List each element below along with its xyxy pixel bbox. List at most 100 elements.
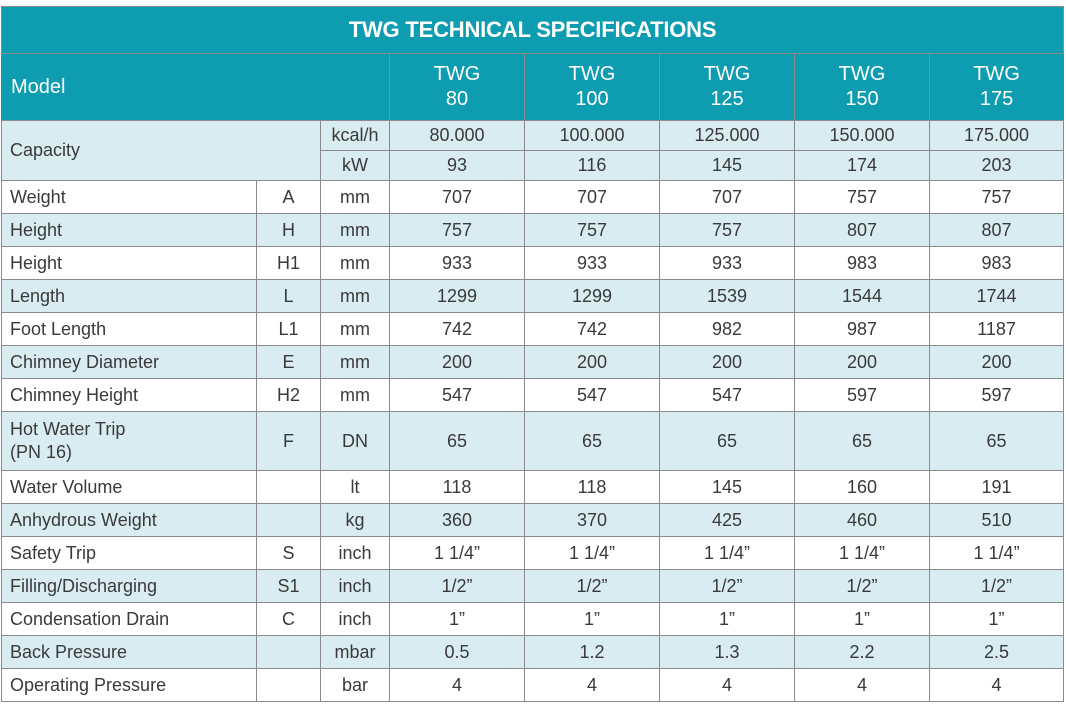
value-cell: 1/2” <box>389 569 525 603</box>
value-cell: 200 <box>794 345 930 379</box>
value-cell: 150.000 <box>794 120 930 151</box>
table-row: Anhydrous Weight kg 360 370 425 460 510 <box>1 503 1065 537</box>
value-cell: 65 <box>389 411 525 471</box>
value-cell: 4 <box>524 668 660 702</box>
capacity-label: Capacity <box>1 120 321 181</box>
table-row: Water Volume lt 118 118 145 160 191 <box>1 470 1065 504</box>
value-cell: 597 <box>794 378 930 412</box>
title-row: TWG TECHNICAL SPECIFICATIONS <box>0 6 1065 54</box>
unit-cell: mm <box>320 246 390 280</box>
value-cell: 1 1/4” <box>389 536 525 570</box>
value-cell: 4 <box>794 668 930 702</box>
table-row: Back Pressure mbar 0.5 1.2 1.3 2.2 2.5 <box>1 635 1065 669</box>
value-cell: 1 1/4” <box>524 536 660 570</box>
value-cell: 933 <box>524 246 660 280</box>
model-header-twg-125: TWG 125 <box>659 53 795 121</box>
value-cell: 742 <box>389 312 525 346</box>
value-cell: 1” <box>659 602 795 636</box>
value-cell: 1544 <box>794 279 930 313</box>
value-cell: 360 <box>389 503 525 537</box>
value-cell: 1 1/4” <box>928 536 1065 570</box>
capacity-row-kw: kW 93 116 145 174 203 <box>2 150 1065 181</box>
value-cell: 757 <box>524 213 660 247</box>
spec-label: Chimney Height <box>1 378 257 412</box>
value-cell: 547 <box>659 378 795 412</box>
model-name: TWG <box>703 63 751 85</box>
value-cell: 1299 <box>389 279 525 313</box>
value-cell: 200 <box>659 345 795 379</box>
spec-label: Foot Length <box>1 312 257 346</box>
dimension-code: H2 <box>256 378 321 412</box>
value-cell: 757 <box>928 180 1065 214</box>
value-cell: 460 <box>794 503 930 537</box>
value-cell: 425 <box>659 503 795 537</box>
spec-label: Chimney Diameter <box>1 345 257 379</box>
spec-label-text: Height <box>10 252 63 273</box>
value-cell: 597 <box>928 378 1065 412</box>
value-cell: 200 <box>928 345 1065 379</box>
spec-label: Length <box>1 279 257 313</box>
model-header-row: Model TWG 80 TWG 100 TWG 125 TWG 150 TWG… <box>1 53 1065 121</box>
model-name: TWG <box>433 63 481 85</box>
value-cell: 510 <box>928 503 1065 537</box>
value-cell: 1.3 <box>659 635 795 669</box>
value-cell: 1” <box>794 602 930 636</box>
value-cell: 203 <box>928 150 1065 181</box>
value-cell: 987 <box>794 312 930 346</box>
dimension-code <box>256 635 321 669</box>
spec-label: Hot Water Trip (PN 16) <box>1 411 257 471</box>
value-cell: 65 <box>794 411 930 471</box>
model-size: 125 <box>710 88 744 110</box>
value-cell: 1 1/4” <box>794 536 930 570</box>
value-cell: 1299 <box>524 279 660 313</box>
value-cell: 2.5 <box>928 635 1065 669</box>
spec-table: TWG TECHNICAL SPECIFICATIONS Model TWG 8… <box>0 6 1065 702</box>
unit-cell: kg <box>320 503 390 537</box>
value-cell: 175.000 <box>928 120 1065 151</box>
table-row: Hot Water Trip (PN 16) F DN 65 65 65 65 65 <box>1 411 1065 471</box>
dimension-code: A <box>256 180 321 214</box>
unit-cell: lt <box>320 470 390 504</box>
spec-label: Back Pressure <box>1 635 257 669</box>
value-cell: 4 <box>389 668 525 702</box>
value-cell: 93 <box>389 150 525 181</box>
spec-label-text: Condensation Drain <box>10 608 170 629</box>
value-cell: 65 <box>659 411 795 471</box>
value-cell: 145 <box>659 150 795 181</box>
value-cell: 174 <box>794 150 930 181</box>
value-cell: 982 <box>659 312 795 346</box>
value-cell: 0.5 <box>389 635 525 669</box>
value-cell: 933 <box>389 246 525 280</box>
table-row: Operating Pressure bar 4 4 4 4 4 <box>1 668 1065 702</box>
value-cell: 933 <box>659 246 795 280</box>
value-cell: 145 <box>659 470 795 504</box>
value-cell: 1/2” <box>928 569 1065 603</box>
value-cell: 707 <box>389 180 525 214</box>
dimension-code: S <box>256 536 321 570</box>
model-name: TWG <box>568 63 616 85</box>
unit-cell: bar <box>320 668 390 702</box>
value-cell: 160 <box>794 470 930 504</box>
table-title: TWG TECHNICAL SPECIFICATIONS <box>0 6 1065 54</box>
value-cell: 757 <box>659 213 795 247</box>
dimension-code: H <box>256 213 321 247</box>
dimension-code: L <box>256 279 321 313</box>
value-cell: 1/2” <box>659 569 795 603</box>
spec-label-text: Water Volume <box>10 476 123 497</box>
value-cell: 1/2” <box>794 569 930 603</box>
dimension-code <box>256 503 321 537</box>
value-cell: 191 <box>928 470 1065 504</box>
model-header-twg-150: TWG 150 <box>794 53 930 121</box>
dimension-code: C <box>256 602 321 636</box>
spec-label-text: Filling/Discharging <box>10 575 158 596</box>
value-cell: 118 <box>389 470 525 504</box>
value-cell: 807 <box>794 213 930 247</box>
unit-cell: kcal/h <box>320 120 390 151</box>
spec-label-text: Back Pressure <box>10 641 128 662</box>
spec-label-text: Safety Trip <box>10 542 97 563</box>
value-cell: 547 <box>524 378 660 412</box>
value-cell: 1” <box>389 602 525 636</box>
